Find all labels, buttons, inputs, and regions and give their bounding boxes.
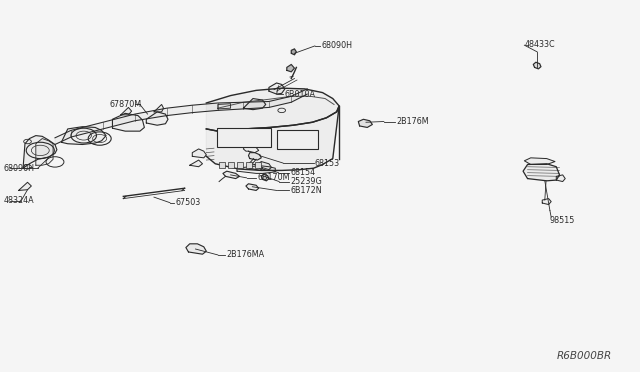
Polygon shape bbox=[246, 184, 259, 190]
Text: 25239G: 25239G bbox=[291, 177, 323, 186]
Polygon shape bbox=[186, 244, 206, 254]
Polygon shape bbox=[358, 119, 372, 128]
Polygon shape bbox=[121, 108, 132, 115]
Text: 6B172N: 6B172N bbox=[291, 186, 323, 195]
Bar bbox=[216, 128, 271, 147]
Text: 48433C: 48433C bbox=[524, 40, 555, 49]
Text: 2B176M: 2B176M bbox=[396, 117, 429, 126]
Polygon shape bbox=[23, 136, 57, 168]
Text: 67503: 67503 bbox=[175, 198, 201, 207]
Polygon shape bbox=[533, 62, 541, 69]
Bar bbox=[228, 162, 234, 168]
Polygon shape bbox=[248, 153, 261, 160]
Polygon shape bbox=[19, 182, 31, 190]
Text: 67870M: 67870M bbox=[109, 100, 141, 109]
Bar bbox=[219, 162, 225, 168]
Text: 68090H: 68090H bbox=[4, 164, 35, 173]
Text: 6B010A: 6B010A bbox=[284, 90, 316, 99]
Text: 48324A: 48324A bbox=[4, 196, 35, 205]
Text: 68153: 68153 bbox=[315, 158, 340, 167]
Polygon shape bbox=[287, 64, 294, 72]
Text: 68154: 68154 bbox=[291, 168, 316, 177]
Text: R6B000BR: R6B000BR bbox=[556, 351, 612, 361]
Polygon shape bbox=[247, 164, 262, 170]
Text: 6B170M: 6B170M bbox=[257, 173, 290, 182]
Polygon shape bbox=[189, 160, 202, 167]
Bar bbox=[276, 131, 318, 149]
Text: 98515: 98515 bbox=[550, 216, 575, 225]
Bar bbox=[246, 162, 252, 168]
Polygon shape bbox=[523, 164, 559, 181]
Bar bbox=[237, 162, 243, 168]
Bar bbox=[255, 162, 261, 168]
Polygon shape bbox=[291, 49, 296, 55]
Polygon shape bbox=[257, 161, 271, 170]
Polygon shape bbox=[542, 199, 551, 205]
Polygon shape bbox=[223, 171, 239, 179]
Polygon shape bbox=[192, 149, 206, 158]
Polygon shape bbox=[556, 175, 565, 182]
Polygon shape bbox=[524, 158, 555, 164]
Text: 68090H: 68090H bbox=[321, 41, 352, 51]
Text: 2B176MA: 2B176MA bbox=[227, 250, 265, 259]
Polygon shape bbox=[261, 174, 269, 181]
